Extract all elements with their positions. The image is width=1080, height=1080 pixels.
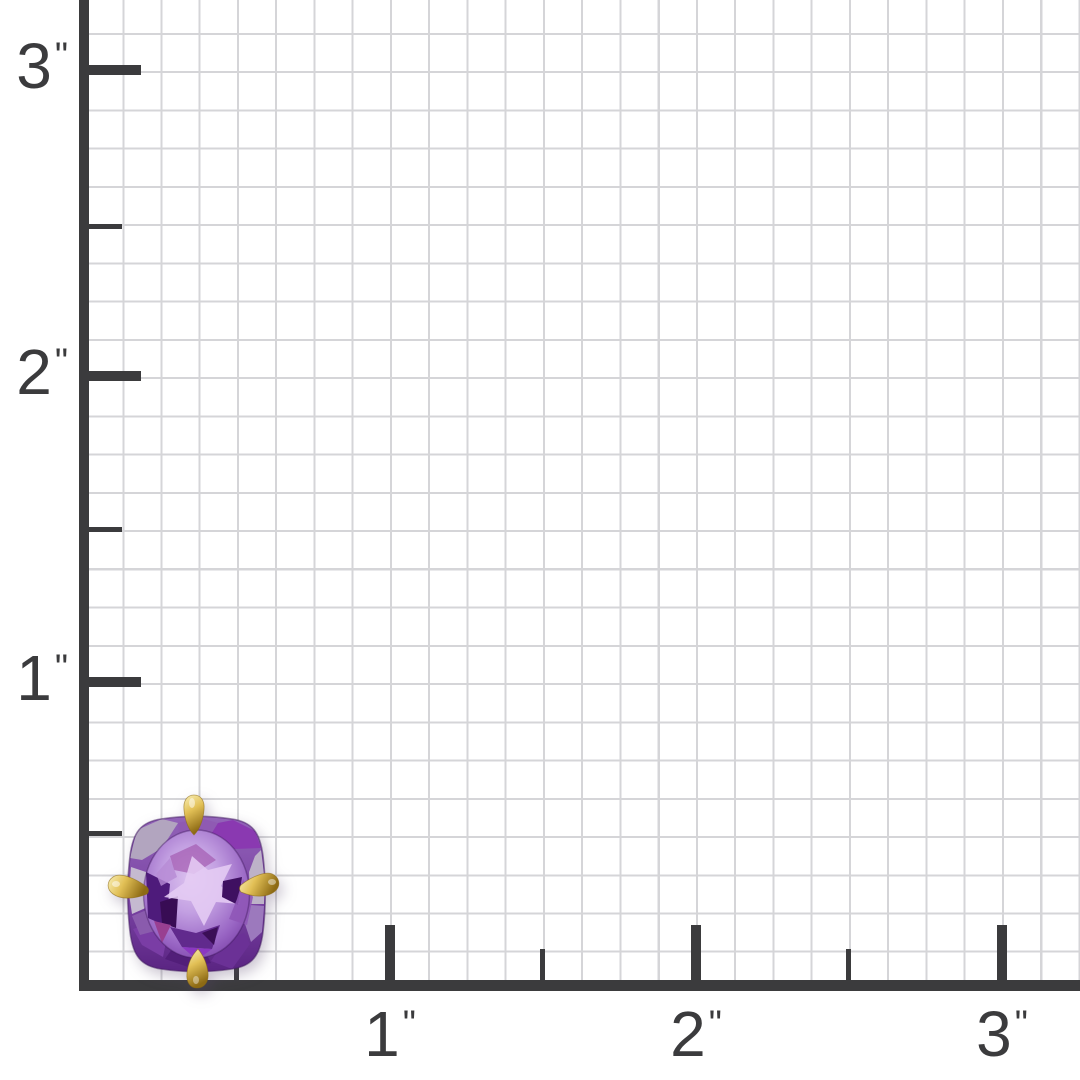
gold-prong-top [183, 794, 205, 836]
inch-mark: " [54, 339, 68, 382]
x-axis [79, 980, 1080, 991]
gold-prong-left [107, 874, 149, 899]
inch-mark: " [708, 1001, 722, 1044]
gold-prong-right [239, 872, 280, 897]
inch-mark: " [54, 645, 68, 688]
y-tick-2p5-inch [84, 224, 122, 229]
amethyst-stone [126, 815, 267, 973]
x-label-3-num: 3 [976, 998, 1012, 1070]
y-tick-3-inch [84, 65, 141, 75]
x-tick-2-inch [691, 925, 701, 980]
x-tick-1-inch [385, 925, 395, 980]
inch-mark: " [402, 1001, 416, 1044]
y-tick-2-inch [84, 371, 141, 381]
y-label-2-num: 2 [16, 336, 52, 408]
y-tick-1-inch [84, 677, 141, 687]
y-axis [79, 0, 89, 991]
x-tick-1p5-inch [540, 949, 545, 980]
x-label-2-inch: 2" [626, 1002, 766, 1075]
inch-mark: " [1014, 1001, 1028, 1044]
x-tick-3-inch [997, 925, 1007, 980]
y-tick-0p5-inch [84, 831, 122, 836]
inch-mark: " [54, 33, 68, 76]
y-label-1-inch: 1" [0, 646, 68, 719]
x-label-1-num: 1 [364, 998, 400, 1070]
gold-prongs [107, 794, 280, 989]
x-tick-2p5-inch [846, 949, 851, 980]
y-label-3-inch: 3" [0, 34, 68, 107]
amethyst-gemstone [107, 794, 280, 989]
x-label-1-inch: 1" [320, 1002, 460, 1075]
y-tick-1p5-inch [84, 527, 122, 532]
x-label-2-num: 2 [670, 998, 706, 1070]
y-label-2-inch: 2" [0, 340, 68, 413]
y-label-1-num: 1 [16, 642, 52, 714]
gold-prong-bottom [186, 948, 209, 989]
y-label-3-num: 3 [16, 30, 52, 102]
x-label-3-inch: 3" [932, 1002, 1072, 1075]
